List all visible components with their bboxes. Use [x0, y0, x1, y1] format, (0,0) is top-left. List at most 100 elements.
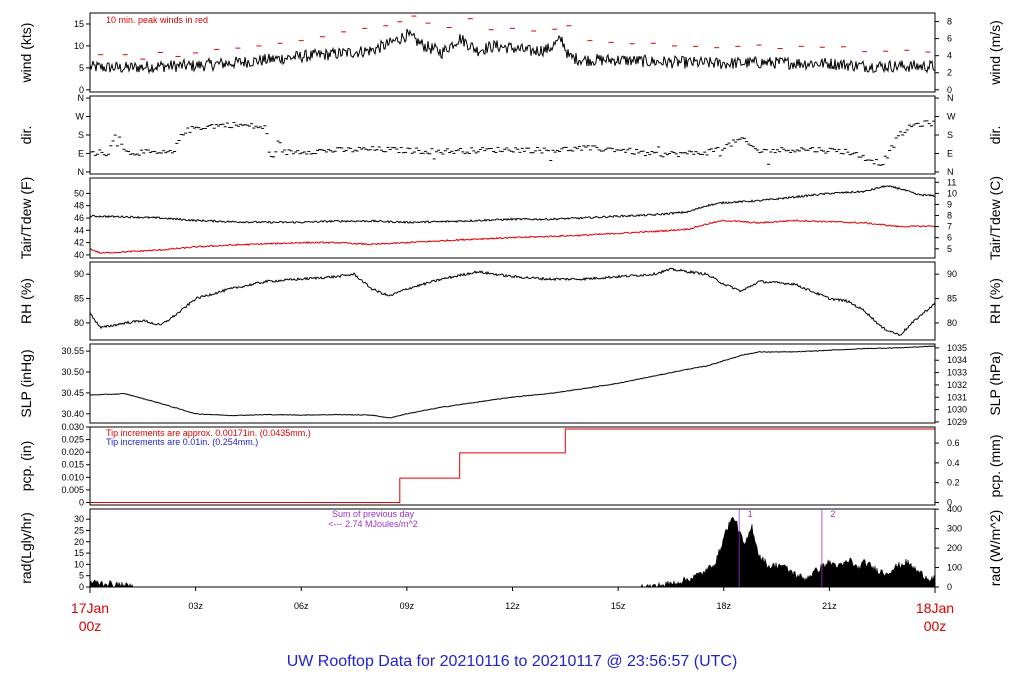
- wind-series-0: [90, 28, 935, 75]
- rh-series-0: [90, 267, 935, 337]
- pcp-right-tick-label: 0.6: [947, 438, 960, 448]
- temp-series-0: [90, 185, 935, 224]
- panel-wind: 0 5 10 15 0 2 4 6 8 wind (kts) wind (m/s) 10 min. p…: [18, 12, 1003, 95]
- rad-marker-label: 1: [748, 509, 753, 519]
- panel-rh: 80 85 90 80 85 90 RH (%) RH (%): [18, 261, 1003, 341]
- pcp-right-axis-label: pcp. (mm): [987, 435, 1003, 498]
- dir-right-tick-label: N: [947, 93, 954, 103]
- rad-right-tick-label: 400: [947, 504, 962, 514]
- temp-left-axis-label: Tair/Tdew (F): [18, 177, 34, 259]
- temp-left-tick-label: 50: [74, 188, 84, 198]
- rad-right-tick-label: 200: [947, 543, 962, 553]
- rh-right-tick-label: 90: [947, 269, 957, 279]
- rad-left-tick-label: 30: [74, 514, 84, 524]
- slp-left-tick-label: 30.40: [61, 409, 84, 419]
- rad-left-axis-label: rad(Lgly/hr): [18, 512, 34, 584]
- rad-left-tick-label: 25: [74, 525, 84, 535]
- rad-series: [90, 516, 935, 587]
- dir-left-tick-label: N: [78, 167, 85, 177]
- x-tick-label: 21z: [822, 601, 837, 611]
- slp-left-tick-label: 30.55: [61, 346, 84, 356]
- slp-right-tick-label: 1035: [947, 343, 967, 353]
- rad-annotation: <--- 2.74 MJoules/m^2: [328, 519, 418, 529]
- rad-left-tick-label: 20: [74, 537, 84, 547]
- x-tick-label: 18z: [716, 601, 731, 611]
- x-tick-label: 12z: [505, 601, 520, 611]
- wind-left-tick-label: 15: [74, 19, 84, 29]
- slp-series-0: [90, 345, 935, 419]
- temp-right-tick-label: 11: [947, 177, 956, 187]
- slp-right-tick-label: 1032: [947, 380, 967, 390]
- temp-left-tick-label: 46: [74, 213, 84, 223]
- x-tick-label: 06z: [294, 601, 309, 611]
- pcp-series-0: [90, 428, 935, 503]
- temp-right-tick-label: 7: [947, 222, 952, 232]
- rad-left-tick-label: 10: [74, 559, 84, 569]
- pcp-left-tick-label: 0.010: [61, 472, 84, 482]
- temp-left-tick-label: 48: [74, 201, 84, 211]
- dir-series-0: [90, 120, 935, 166]
- dir-right-tick-label: W: [947, 112, 956, 122]
- dir-left-tick-label: N: [78, 93, 85, 103]
- rh-right-axis-label: RH (%): [987, 278, 1003, 324]
- dir-right-tick-label: S: [947, 130, 953, 140]
- dir-frame: [89, 95, 936, 175]
- wind-series: [90, 15, 935, 75]
- slp-right-tick-label: 1029: [947, 417, 967, 427]
- x-edge-label-date: 18Jan: [916, 600, 954, 616]
- wind-left-tick-label: 0: [79, 85, 84, 95]
- pcp-annotation: Tip increments are 0.01in. (0.254mm.): [106, 437, 258, 447]
- wind-right-tick-label: 6: [947, 34, 952, 44]
- dir-left-tick-label: W: [76, 112, 85, 122]
- rad-marker-label: 2: [830, 509, 835, 519]
- x-tick-label: 15z: [611, 601, 626, 611]
- pcp-left-tick-label: 0.020: [61, 447, 84, 457]
- dir-right-axis-label: dir.: [987, 126, 1003, 145]
- slp-frame: [89, 343, 936, 424]
- x-edge-label-time: 00z: [924, 618, 947, 634]
- slp-right-tick-label: 1030: [947, 405, 967, 415]
- wind-left-tick-label: 10: [74, 41, 84, 51]
- rad-frame: [89, 508, 936, 588]
- temp-right-axis-label: Tair/Tdew (C): [987, 176, 1003, 260]
- dir-series: [90, 120, 935, 166]
- wind-left-axis-label: wind (kts): [18, 23, 34, 84]
- pcp-annotation: Tip increments are approx. 0.00171in. (0…: [106, 428, 311, 438]
- slp-right-tick-label: 1031: [947, 392, 967, 402]
- temp-left-tick-label: 40: [74, 250, 84, 260]
- temp-left-tick-label: 44: [74, 225, 84, 235]
- dir-left-axis-label: dir.: [18, 126, 34, 145]
- wind-right-axis-label: wind (m/s): [987, 20, 1003, 86]
- wind-right-tick-label: 2: [947, 68, 952, 78]
- temp-right-tick-label: 6: [947, 233, 952, 243]
- x-tick-label: 03z: [188, 601, 203, 611]
- pcp-left-tick-label: 0.015: [61, 460, 84, 470]
- wind-annotation: 10 min. peak winds in red: [106, 15, 208, 25]
- slp-left-tick-label: 30.50: [61, 367, 84, 377]
- temp-right-tick-label: 8: [947, 211, 952, 221]
- panel-slp: 30.40 30.45 30.50 30.55 1029 1030 1031 1032 1033…: [18, 343, 1003, 427]
- rad-left-tick-label: 15: [74, 548, 84, 558]
- wind-right-tick-label: 8: [947, 17, 952, 27]
- rh-right-tick-label: 80: [947, 318, 957, 328]
- rad-series-0: [90, 516, 935, 587]
- pcp-right-tick-label: 0: [947, 497, 952, 507]
- x-edge-label-date: 17Jan: [71, 600, 109, 616]
- x-edge-label-time: 00z: [79, 618, 102, 634]
- rh-right-tick-label: 85: [947, 294, 957, 304]
- pcp-left-tick-label: 0.005: [61, 485, 84, 495]
- wind-frame: [89, 12, 936, 93]
- slp-left-tick-label: 30.45: [61, 388, 84, 398]
- dir-right-tick-label: N: [947, 167, 954, 177]
- wind-right-tick-label: 0: [947, 85, 952, 95]
- pcp-frame: [89, 426, 936, 506]
- pcp-series: [90, 428, 935, 503]
- slp-left-axis-label: SLP (inHg): [18, 349, 34, 417]
- rad-right-tick-label: 100: [947, 563, 962, 573]
- pcp-left-axis-label: pcp. (in): [18, 441, 34, 492]
- dir-left-tick-label: E: [78, 148, 84, 158]
- rh-frame: [89, 261, 936, 341]
